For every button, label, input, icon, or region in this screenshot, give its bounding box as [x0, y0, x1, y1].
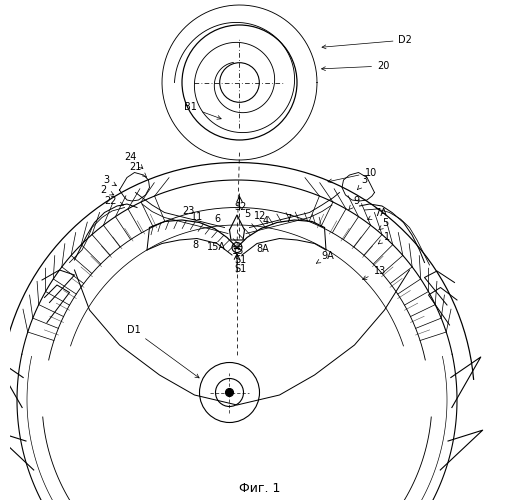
- Text: 8: 8: [193, 240, 199, 250]
- Text: 3: 3: [357, 175, 371, 190]
- Text: 13: 13: [363, 266, 386, 280]
- Text: 7A: 7A: [367, 208, 387, 220]
- Text: S1: S1: [235, 255, 247, 265]
- Text: 12: 12: [254, 211, 266, 221]
- Text: 20: 20: [322, 61, 389, 71]
- Circle shape: [225, 388, 234, 396]
- Circle shape: [232, 242, 242, 252]
- Text: 2: 2: [101, 185, 114, 195]
- Text: 1: 1: [378, 232, 390, 244]
- Text: 22: 22: [104, 196, 124, 206]
- Text: 24: 24: [125, 152, 143, 168]
- Text: 3: 3: [103, 175, 116, 186]
- Text: Фиг. 1: Фиг. 1: [239, 482, 280, 496]
- Text: D1: D1: [127, 325, 199, 378]
- Text: S1: S1: [235, 264, 247, 274]
- Text: 8A: 8A: [256, 244, 269, 254]
- Text: S2: S2: [235, 202, 247, 212]
- Text: D2: D2: [322, 35, 413, 49]
- Text: 15: 15: [233, 246, 244, 256]
- Text: B1: B1: [184, 102, 221, 120]
- Text: 7: 7: [285, 214, 292, 224]
- Text: 9: 9: [349, 196, 360, 209]
- Text: 5: 5: [244, 209, 251, 219]
- Text: 5: 5: [378, 218, 393, 230]
- Text: 9A: 9A: [316, 251, 334, 264]
- Text: 10: 10: [328, 168, 377, 183]
- Text: 11: 11: [191, 212, 203, 222]
- Text: 15A: 15A: [207, 242, 225, 252]
- Text: 21: 21: [130, 162, 147, 177]
- Text: 23: 23: [182, 206, 195, 216]
- Text: 6: 6: [214, 214, 220, 224]
- Text: 4: 4: [263, 216, 268, 226]
